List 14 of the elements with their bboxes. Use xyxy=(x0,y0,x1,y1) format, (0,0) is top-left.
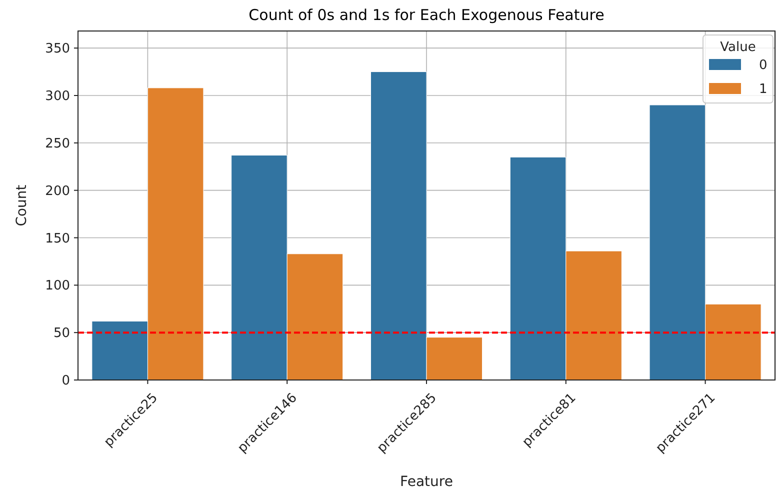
y-tick-label: 150 xyxy=(45,231,70,246)
y-tick-label: 350 xyxy=(45,42,70,57)
legend-title: Value xyxy=(720,40,756,55)
y-axis-title: Count xyxy=(14,184,30,226)
y-tick-label: 100 xyxy=(45,278,70,294)
y-tick-label: 0 xyxy=(62,374,70,389)
legend-label: 0 xyxy=(759,58,768,73)
x-axis-title: Feature xyxy=(400,474,453,490)
chart-title: Count of 0s and 1s for Each Exogenous Feature xyxy=(248,6,604,24)
y-tick-label: 300 xyxy=(45,89,70,104)
y-tick-label: 200 xyxy=(45,184,70,199)
y-tick-label: 50 xyxy=(53,326,70,342)
y-tick-label: 250 xyxy=(45,136,70,152)
legend-label: 1 xyxy=(759,82,768,97)
